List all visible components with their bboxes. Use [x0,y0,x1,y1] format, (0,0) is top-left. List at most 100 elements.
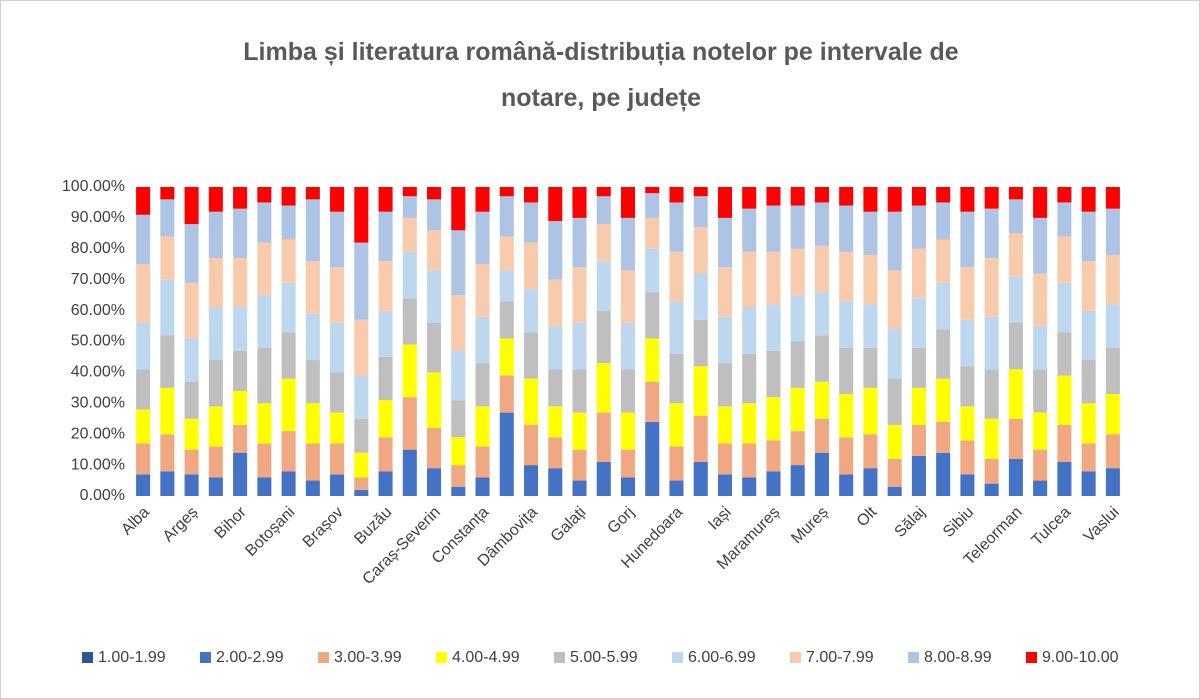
bar-segment [766,440,781,472]
bar-segment [620,477,636,496]
bar-segment [693,187,708,197]
bar-segment [427,199,442,231]
bar-segment [281,187,296,206]
bar-segment [645,421,660,496]
bar-segment [742,307,757,354]
bar-segment [305,187,320,200]
bar-segment [160,471,175,496]
legend-swatch [908,652,919,663]
bar-segment [1008,458,1023,496]
bar-segment [451,437,466,466]
bar-segment [596,187,611,197]
bar-segment [378,471,393,496]
bar-segment [669,187,684,203]
bar-segment [257,242,272,296]
bar-segment [330,267,345,323]
bar-segment [499,187,514,197]
bar-segment [960,187,975,212]
bar-segment [548,406,563,438]
y-tick-label: 40.00% [71,364,125,381]
bar-segment [257,202,272,243]
bar-segment [257,477,272,496]
bar-segment [160,434,175,472]
legend-label: 5.00-5.99 [570,649,638,666]
bar-segment [572,480,587,496]
bar-segment [790,387,805,432]
bar-segment [354,187,369,243]
bar-segment [911,248,926,299]
bar-segment [887,329,902,379]
bar-segment [742,403,757,444]
bar-segment [451,400,466,438]
bar-segment [1057,187,1072,203]
bar-segment [451,486,466,496]
bar-segment [427,468,442,496]
bar-segment [136,322,151,370]
bar-segment [451,187,466,231]
bar-segment [717,217,733,268]
bar-segment [984,187,999,209]
bar-segment [257,187,272,203]
bar-segment [572,267,587,323]
bar-segment [814,187,829,203]
bar-segment [572,369,587,413]
bar-segment [645,217,660,249]
bar-segment [911,455,926,496]
bar-segment [1033,449,1048,481]
bar-segment [160,335,175,388]
bar-segment [863,434,878,469]
bar-segment [330,187,345,212]
bar-segment [208,406,223,447]
bar-segment [1033,480,1048,496]
bar-segment [839,187,854,206]
bar-segment [378,400,393,438]
bar-segment [887,270,902,330]
bar-segment [911,187,926,206]
bar-segment [693,415,708,463]
bar-segment [475,211,490,265]
bar-segment [208,360,223,407]
y-tick-label: 60.00% [71,302,125,319]
bar-segment [766,350,781,398]
bar-segment [1033,273,1048,327]
bar-segment [475,406,490,447]
bar-segment [645,292,660,339]
bar-segment [596,462,611,496]
bar-segment [1105,254,1120,305]
bar-segment [184,224,199,283]
bar-segment [863,304,878,348]
bar-segment [354,319,369,376]
bar-segment [184,381,199,419]
bar-segment [427,428,442,469]
bar-segment [814,381,829,419]
bar-segment [1033,187,1048,218]
bar-segment [233,208,248,259]
legend-label: 2.00-2.99 [216,649,284,666]
legend-swatch [672,652,683,663]
legend-label: 4.00-4.99 [452,649,520,666]
legend-swatch [200,652,211,663]
x-tick-label: Mureș [788,504,831,547]
bar-segment [1057,332,1072,376]
bar-segment [717,363,733,407]
bar-segment [305,261,320,314]
bar-segment [281,378,296,432]
bar-segment [669,251,684,302]
bar-segment [475,264,490,317]
bar-segment [984,258,999,317]
legend-label: 8.00-8.99 [924,649,992,666]
bar-segment [1081,211,1096,262]
bar-segment [305,313,320,361]
bar-segment [208,258,223,308]
bar-segment [1081,261,1096,311]
bar-segment [281,471,296,496]
bar-segment [136,474,151,496]
bar-segment [330,474,345,496]
legend-label: 7.00-7.99 [806,649,874,666]
bar-segment [984,458,999,484]
bar-segment [863,211,878,255]
bar-segment [451,465,466,487]
bar-segment [936,187,951,203]
bar-segment [402,298,417,345]
